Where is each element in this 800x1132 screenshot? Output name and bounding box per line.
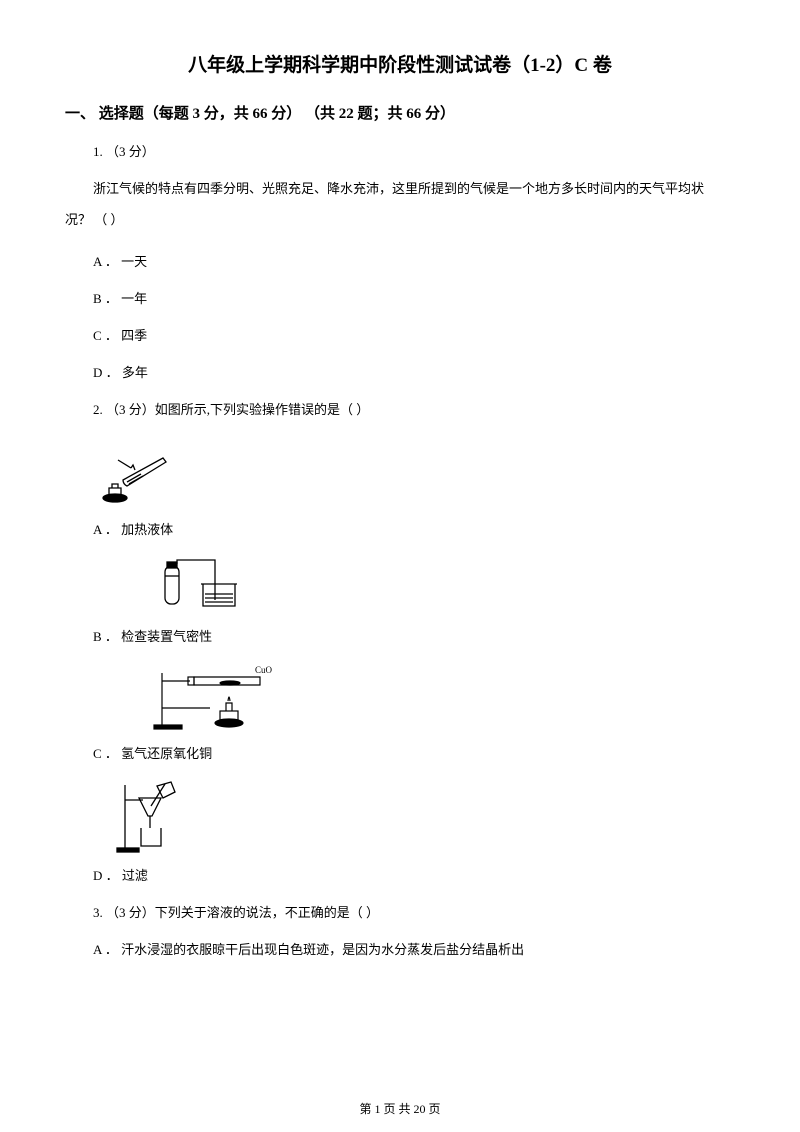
q2-option-b bbox=[155, 556, 735, 620]
q1-text-line2: 况？ （ ） bbox=[65, 207, 735, 233]
section-header: 一、 选择题（每题 3 分，共 66 分） （共 22 题；共 66 分） bbox=[65, 102, 735, 123]
q2-option-a bbox=[93, 440, 735, 509]
filter-figure bbox=[115, 780, 185, 859]
q2-option-a-label: A ． 加热液体 bbox=[93, 519, 735, 538]
q3-option-a: A ． 汗水浸湿的衣服晾干后出现白色斑迹，是因为水分蒸发后盐分结晶析出 bbox=[93, 939, 735, 958]
heating-liquid-figure bbox=[93, 440, 183, 509]
q2-number: 2. （3 分）如图所示,下列实验操作错误的是（ ） bbox=[93, 399, 735, 418]
q1-option-c: C ． 四季 bbox=[93, 325, 735, 344]
airtight-check-figure bbox=[155, 556, 255, 620]
q2-option-c: CuO bbox=[150, 663, 735, 737]
q2-option-d-label: D ． 过滤 bbox=[93, 865, 735, 884]
q1-number: 1. （3 分） bbox=[93, 141, 735, 160]
q1-option-a: A ． 一天 bbox=[93, 251, 735, 270]
q1-option-d: D ． 多年 bbox=[93, 362, 735, 381]
page-title: 八年级上学期科学期中阶段性测试试卷（1-2）C 卷 bbox=[65, 50, 735, 77]
q3-number: 3. （3 分）下列关于溶液的说法，不正确的是（ ） bbox=[93, 902, 735, 921]
q1-option-b: B ． 一年 bbox=[93, 288, 735, 307]
q2-option-b-label: B ． 检查装置气密性 bbox=[93, 626, 735, 645]
hydrogen-reduction-figure: CuO bbox=[150, 663, 280, 737]
page-footer: 第 1 页 共 20 页 bbox=[0, 1100, 800, 1117]
q2-option-c-label: C ． 氢气还原氧化铜 bbox=[93, 743, 735, 762]
svg-text:CuO: CuO bbox=[255, 665, 273, 675]
q2-option-d bbox=[115, 780, 735, 859]
q1-text-line1: 浙江气候的特点有四季分明、光照充足、降水充沛，这里所提到的气候是一个地方多长时间… bbox=[93, 176, 735, 202]
